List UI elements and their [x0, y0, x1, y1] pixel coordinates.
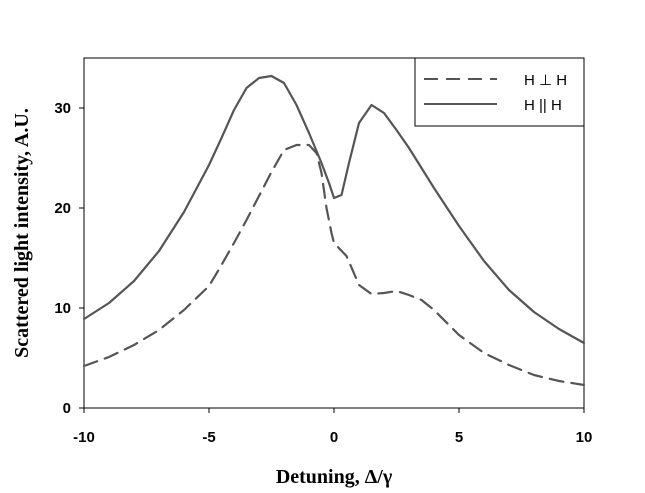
y-axis-ticks: 0 10 20 30: [54, 100, 84, 417]
y-tick-label: 20: [54, 200, 71, 217]
x-tick-label: 5: [455, 429, 463, 446]
series-layer: [82, 74, 586, 387]
x-tick-label: -5: [202, 429, 215, 446]
x-tick-label: 0: [330, 429, 338, 446]
y-axis-title: Scattered light intensity, A.U.: [11, 108, 33, 358]
legend-box: [414, 57, 585, 127]
x-tick-label: -10: [73, 429, 95, 446]
legend-label-perpendicular: H ⊥ H: [524, 72, 567, 89]
legend-label-parallel: H || H: [524, 97, 562, 114]
x-axis-ticks: -10 -5 0 5 10: [73, 408, 592, 446]
series-line-perpendicular: [82, 143, 586, 387]
series-line-parallel: [82, 74, 586, 345]
y-tick-label: 10: [54, 300, 71, 317]
x-axis-title: Detuning, Δ/γ: [276, 466, 393, 488]
y-tick-label: 30: [54, 100, 71, 117]
x-tick-label: 10: [576, 429, 593, 446]
legend: H ⊥ H H || H: [414, 57, 585, 127]
y-tick-label: 0: [63, 400, 71, 417]
